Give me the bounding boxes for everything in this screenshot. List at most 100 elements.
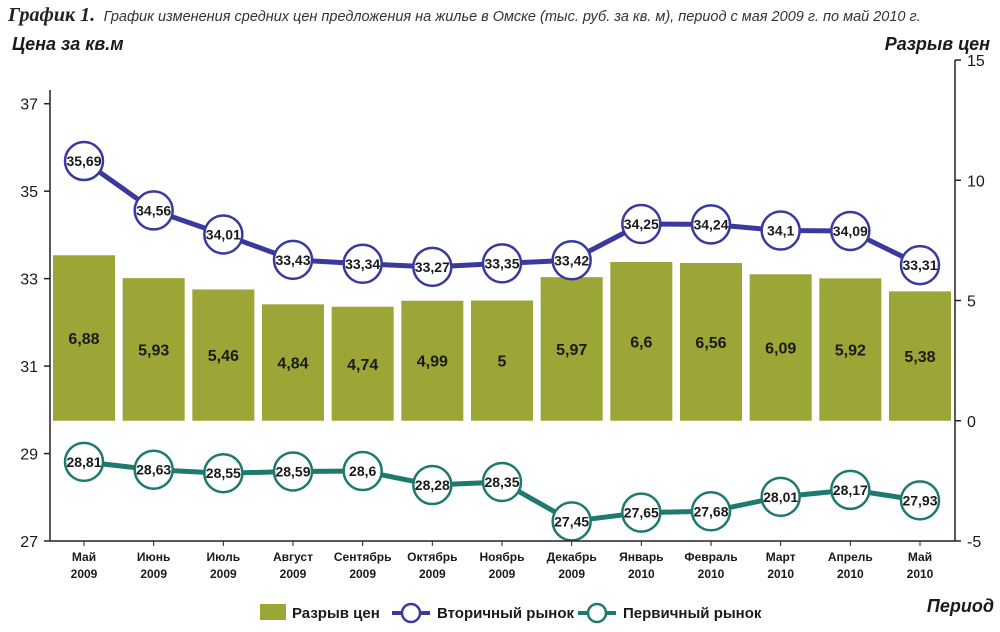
- bar: [192, 289, 255, 421]
- x-tick-label: Май 2009: [71, 550, 98, 581]
- left-tick-label: 37: [20, 97, 38, 114]
- legend-swatch-bar: [260, 604, 286, 620]
- data-point-marker: [203, 214, 244, 255]
- right-tick-label: 5: [967, 294, 976, 311]
- chart-title-row: График 1. График изменения средних цен п…: [8, 4, 998, 30]
- bar-value-label: 5: [498, 354, 507, 371]
- data-point-label: 27,65: [624, 505, 659, 521]
- data-point-label: 35,69: [66, 153, 101, 169]
- data-point-label: 33,35: [484, 255, 519, 271]
- data-point-label: 33,27: [415, 259, 450, 275]
- bar-value-label: 4,74: [347, 357, 378, 374]
- data-point-marker: [342, 243, 383, 285]
- x-tick-label: Февраль 2010: [684, 550, 737, 581]
- bar: [680, 262, 742, 421]
- data-point-label: 28,17: [833, 482, 868, 498]
- data-point-label: 33,42: [554, 252, 589, 268]
- data-point-marker: [621, 203, 662, 245]
- data-point-marker: [690, 204, 732, 245]
- data-point-label: 27,68: [693, 503, 728, 519]
- data-point-label: 28,81: [66, 454, 101, 470]
- data-point-marker: [830, 469, 871, 511]
- data-point-label: 28,55: [206, 465, 241, 481]
- right-tick-label: 15: [967, 53, 985, 70]
- bar-value-label: 6,6: [630, 334, 652, 351]
- left-tick-label: 31: [20, 359, 38, 376]
- data-point-label: 34,25: [624, 216, 659, 232]
- left-tick-label: 27: [20, 534, 38, 551]
- data-point-marker: [899, 480, 941, 521]
- right-axis-title: Разрыв цен: [885, 34, 990, 54]
- x-tick-label: Июль 2009: [207, 550, 241, 581]
- bar-value-label: 4,84: [277, 356, 308, 373]
- bar-value-label: 5,97: [556, 342, 587, 359]
- data-point-marker: [133, 190, 174, 231]
- data-point-marker: [203, 452, 244, 494]
- x-tick-label: Октябрь 2009: [407, 550, 457, 581]
- data-point-label: 34,56: [136, 202, 171, 218]
- chart-title: График изменения средних цен предложения…: [103, 9, 921, 25]
- x-tick-label: Июнь 2009: [137, 550, 171, 581]
- data-point-label: 28,35: [484, 474, 519, 490]
- x-tick-label: Ноябрь 2009: [480, 550, 525, 581]
- bar-value-label: 5,46: [208, 348, 239, 365]
- data-point-label: 28,6: [349, 463, 376, 479]
- data-point-label: 34,09: [833, 223, 868, 239]
- legend-label-bar: Разрыв цен: [292, 605, 380, 622]
- bar-value-label: 6,56: [695, 335, 726, 352]
- data-point-label: 28,28: [415, 477, 450, 493]
- bar: [889, 291, 951, 421]
- axes-group: 27 29 31 33 35 37 -5 0 5 10 15 Цена за кв.м Разрыв ц…: [12, 34, 994, 616]
- x-tick-label: Декабрь 2009: [547, 550, 597, 581]
- right-tick-label: 10: [967, 173, 985, 190]
- left-tick-label: 35: [20, 184, 38, 201]
- left-tick-label: 33: [20, 272, 38, 289]
- x-tick-label: Август 2009: [273, 550, 313, 581]
- data-point-label: 28,59: [275, 463, 310, 479]
- bar-series-price-gap: 6,88 5,93 5,46 4,84 4,74 4,99 5 5,97 6,6 6,56 6,09…: [53, 255, 951, 421]
- line-primary-market: 28,81 28,63 28,55 28,59 28,6 28,28 28,35 27,45 2…: [63, 441, 941, 542]
- data-point-marker: [342, 450, 383, 492]
- right-tick-label: 0: [967, 414, 976, 431]
- bar: [471, 300, 533, 421]
- left-axis-title: Цена за кв.м: [12, 34, 124, 54]
- bar: [610, 262, 673, 421]
- data-point-label: 34,1: [767, 223, 794, 239]
- bar: [401, 300, 464, 421]
- bar: [331, 306, 394, 421]
- legend: Разрыв цен Вторичный рынок Первичный рынок: [260, 602, 762, 624]
- data-point-label: 33,34: [345, 256, 380, 272]
- bar: [749, 274, 812, 421]
- data-point-marker: [412, 464, 453, 506]
- bar: [262, 304, 324, 421]
- bar: [819, 278, 882, 421]
- data-point-marker: [899, 244, 941, 286]
- data-point-marker: [551, 240, 592, 281]
- bar-value-label: 6,09: [765, 341, 796, 358]
- data-point-label: 34,24: [693, 216, 728, 232]
- x-tick-label: Март 2010: [766, 550, 796, 581]
- x-tick-label: Май 2010: [907, 550, 934, 581]
- data-point-marker: [63, 140, 105, 182]
- bar-value-label: 5,38: [904, 349, 935, 366]
- data-point-label: 34,01: [206, 226, 241, 242]
- data-point-marker: [690, 491, 732, 532]
- data-point-marker: [63, 441, 105, 483]
- bar: [122, 278, 185, 421]
- right-tick-label: -5: [967, 534, 981, 551]
- data-point-label: 27,93: [902, 492, 937, 508]
- data-point-marker: [621, 492, 662, 533]
- x-tick-label: Сентябрь 2009: [334, 550, 392, 581]
- data-point-marker: [481, 243, 523, 284]
- bar-value-label: 4,99: [417, 354, 448, 371]
- data-point-label: 27,45: [554, 513, 589, 529]
- bar-value-label: 5,93: [138, 342, 169, 359]
- data-point-marker: [830, 210, 871, 252]
- x-axis-title: Период: [927, 596, 994, 616]
- legend-label-secondary: Вторичный рынок: [437, 605, 574, 622]
- bar: [53, 255, 115, 421]
- bar-value-label: 6,88: [68, 331, 99, 348]
- data-point-label: 28,63: [136, 462, 171, 478]
- data-point-marker: [133, 449, 174, 490]
